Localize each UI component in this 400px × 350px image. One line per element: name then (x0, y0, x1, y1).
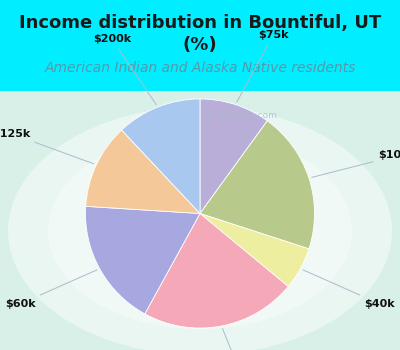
Wedge shape (145, 214, 288, 328)
Text: Income distribution in Bountiful, UT
(%): Income distribution in Bountiful, UT (%) (19, 14, 381, 54)
Text: $60k: $60k (5, 270, 97, 309)
Text: ⓘ City-Data.com: ⓘ City-Data.com (204, 111, 277, 120)
Circle shape (128, 184, 272, 278)
Circle shape (8, 106, 392, 350)
Text: $200k: $200k (93, 34, 156, 105)
Wedge shape (86, 206, 200, 314)
Text: $20k: $20k (222, 329, 266, 350)
Circle shape (88, 158, 312, 303)
Wedge shape (122, 99, 200, 214)
Wedge shape (200, 121, 314, 249)
Wedge shape (200, 99, 267, 214)
Wedge shape (200, 214, 309, 287)
Wedge shape (86, 130, 200, 214)
Text: $125k: $125k (0, 128, 94, 164)
Text: $40k: $40k (303, 270, 395, 309)
Text: $100k: $100k (312, 150, 400, 177)
Circle shape (48, 132, 352, 329)
Text: American Indian and Alaska Native residents: American Indian and Alaska Native reside… (44, 61, 356, 75)
Text: $75k: $75k (237, 30, 288, 102)
